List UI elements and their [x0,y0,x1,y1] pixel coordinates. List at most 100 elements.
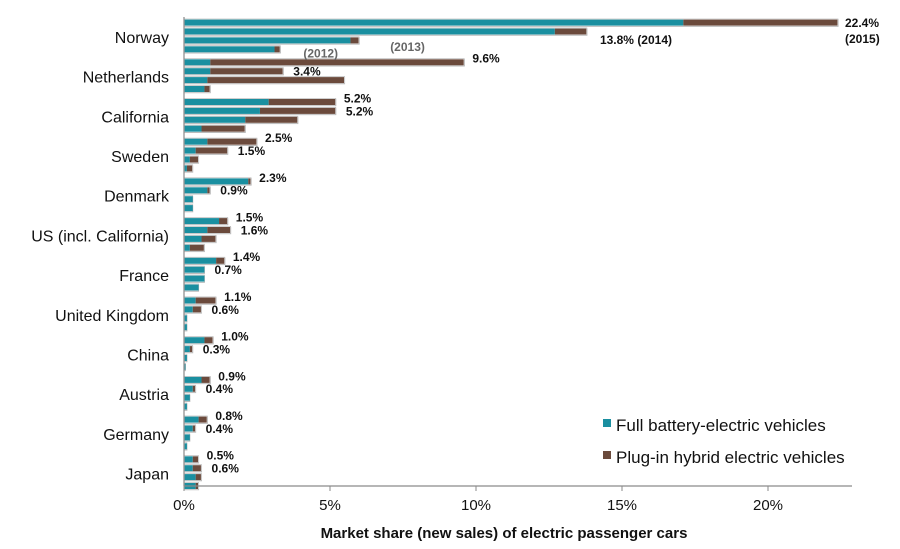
bar-phev [683,19,838,26]
bar-bev [184,465,193,472]
bar-bev [184,86,205,92]
bar-phev [207,227,231,233]
bar-bev [184,324,187,331]
bar-bev [184,443,187,450]
data-label: 3.4% [293,65,321,79]
data-labels-layer: 22.4% (2015) 13.8% (2014) (2013) (2012) 9.6% 3… [203,16,880,476]
bar-bev [184,99,269,105]
bar-phev [207,187,210,194]
bar-bev [184,116,246,123]
data-label: 22.4% [845,16,879,30]
data-label: 1.4% [233,250,261,264]
bar-bev [184,474,196,481]
bar-phev [195,474,201,481]
bar-phev [204,337,213,344]
bar-bev [184,147,196,154]
bar-bev [184,425,193,432]
category-label: Norway [115,30,169,47]
x-tick-label: 0% [173,497,195,514]
bar-bev [184,28,555,35]
data-label: 2.5% [265,131,293,145]
data-label: 0.6% [212,303,240,317]
bar-bev [184,187,208,194]
bar-phev [210,68,283,75]
bar-bev [184,59,211,66]
data-label: 1.0% [221,330,249,344]
bar-bev [184,138,208,145]
bar-phev [350,37,359,44]
x-tick-label: 5% [319,497,341,514]
bar-bev [184,337,205,344]
bar-phev [216,257,225,264]
category-label: France [119,268,169,285]
category-label: China [127,347,169,364]
bar-phev [189,346,193,353]
bar-bev [184,68,211,75]
data-label: 1.5% [238,144,266,158]
legend-swatch-bev [603,419,611,427]
bar-phev [195,297,216,304]
category-label: United Kingdom [55,308,169,325]
bar-bev [184,315,187,322]
bar-phev [189,156,198,163]
bar-bev [184,416,199,423]
data-label: 0.4% [206,422,234,436]
bar-bev [184,156,190,163]
data-label: 0.6% [212,462,240,476]
category-label: Germany [103,427,169,444]
bar-bev [184,306,193,313]
legend: Full battery-electric vehicles Plug-in h… [603,416,845,467]
data-label: (2013) [390,40,425,54]
bar-bev [184,376,202,383]
data-label: 1.5% [236,211,264,225]
bar-phev [219,218,228,225]
category-label: Japan [125,467,169,484]
bar-phev [554,28,587,35]
bar-bev [184,257,217,264]
bar-phev [192,456,198,463]
bar-bev [184,346,190,353]
x-ticks-layer: 0% 5% 10% 15% 20% [173,486,783,514]
bar-phev [201,235,216,242]
bar-bev [184,244,190,251]
bar-bev [184,394,190,401]
category-labels-layer: Norway Netherlands California Sweden Denmark… [31,30,170,484]
data-label: 1.6% [241,223,269,237]
data-label: (2012) [303,47,338,61]
bar-phev [192,385,196,392]
bar-bev [184,196,193,203]
bar-bev [184,385,193,392]
bar-bev [184,218,220,225]
bar-phev [192,425,196,432]
bar-phev [274,46,280,53]
x-axis-title: Market share (new sales) of electric pas… [321,525,688,542]
data-label: 0.8% [215,409,243,423]
category-label: Netherlands [83,70,169,87]
bar-bev [184,275,205,282]
bar-bev [184,434,190,441]
bar-phev [248,178,251,185]
bar-bev [184,363,186,370]
bar-bev [184,165,187,172]
bar-phev [210,59,464,66]
bar-bev [184,284,199,291]
data-label: 5.2% [344,91,372,105]
bar-phev [195,147,228,154]
bar-phev [201,125,245,132]
bar-phev [268,99,336,105]
bar-phev [207,138,257,145]
data-label: 0.7% [214,263,242,277]
category-label: California [101,109,169,126]
bar-bev [184,46,275,53]
legend-label-bev: Full battery-electric vehicles [616,416,826,435]
data-label: 0.9% [218,369,246,383]
data-label: 1.1% [224,290,252,304]
bar-phev [201,376,210,383]
bar-bev [184,266,205,273]
bar-phev [198,416,207,423]
bar-bev [184,37,351,44]
data-label: 13.8% (2014) [600,33,672,47]
bar-phev [186,165,193,172]
bar-phev [204,86,210,92]
